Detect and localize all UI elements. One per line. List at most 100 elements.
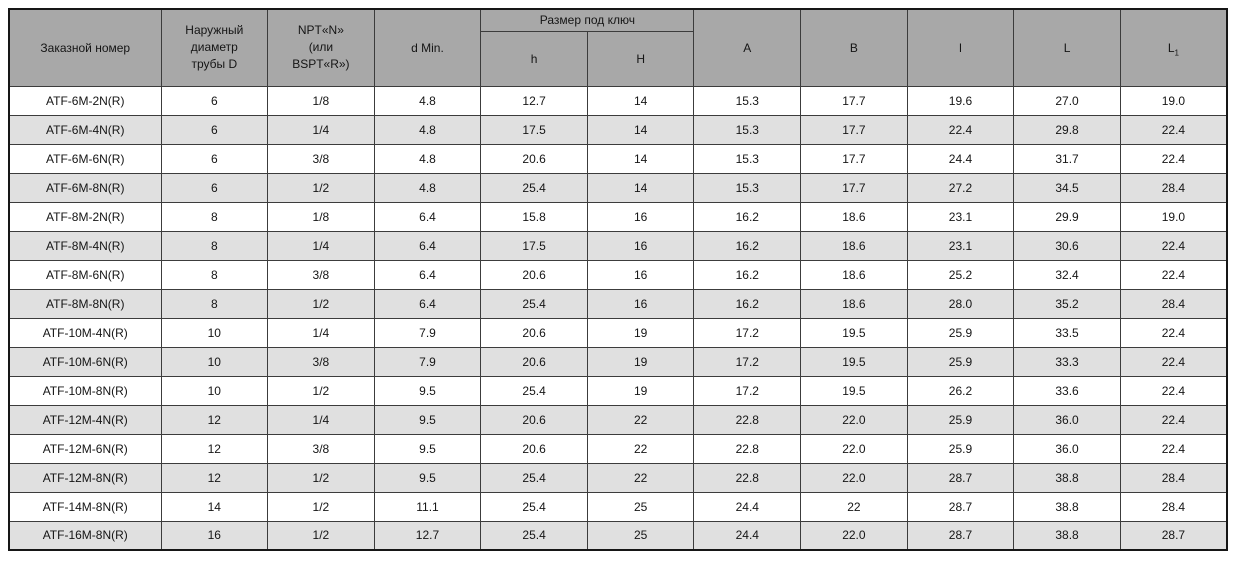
- dimension-cell: 1/4: [267, 230, 375, 261]
- dimension-cell: 26.2: [906, 375, 1015, 406]
- table-row: ATF-12M-4N(R) 12 1/4 9.5 20.6 22 22.8 22.0 25.9 3…: [8, 404, 1228, 435]
- dimension-cell: 33.5: [1013, 317, 1121, 348]
- dimension-cell: 33.6: [1013, 375, 1121, 406]
- dimension-cell: 16.2: [693, 288, 802, 319]
- dimension-cell: 12.7: [480, 85, 588, 116]
- dimension-cell: 16.2: [693, 259, 802, 290]
- dimension-cell: 8: [160, 230, 269, 261]
- header-group-row: Заказной номер Наружный диаметр трубы D …: [8, 8, 1228, 87]
- dimension-cell: 25: [586, 520, 695, 551]
- table-row: ATF-12M-6N(R) 12 3/8 9.5 20.6 22 22.8 22.0 25.9 3…: [8, 433, 1228, 464]
- dimension-cell: 14: [586, 143, 695, 174]
- dimension-cell: 6.4: [373, 201, 482, 232]
- table-row: ATF-8M-6N(R) 8 3/8 6.4 20.6 16 16.2 18.6 25.2 32.…: [8, 259, 1228, 290]
- table-row: ATF-16M-8N(R) 16 1/2 12.7 25.4 25 24.4 22.0 28.7…: [8, 520, 1228, 551]
- dimension-cell: 16: [586, 288, 695, 319]
- dimension-cell: 9.5: [373, 462, 482, 493]
- dimension-cell: 33.3: [1013, 346, 1121, 377]
- dimension-cell: 17.7: [800, 114, 908, 145]
- dimension-cell: 1/4: [267, 404, 375, 435]
- dimension-cell: 1/8: [267, 201, 375, 232]
- table-row: ATF-8M-8N(R) 8 1/2 6.4 25.4 16 16.2 18.6 28.0 35.…: [8, 288, 1228, 319]
- dimension-cell: 15.3: [693, 172, 802, 203]
- dimension-cell: 1/2: [267, 462, 375, 493]
- dimension-cell: 24.4: [693, 491, 802, 522]
- header-thread-line1: NPT«N»: [297, 22, 344, 37]
- dimension-cell: 1/8: [267, 85, 375, 116]
- dimension-cell: 22.4: [1119, 433, 1228, 464]
- order-number-cell: ATF-6M-8N(R): [8, 172, 162, 203]
- table-row: ATF-6M-6N(R) 6 3/8 4.8 20.6 14 15.3 17.7 24.4 31.…: [8, 143, 1228, 174]
- dimension-cell: 6: [160, 172, 269, 203]
- dimension-cell: 25.4: [480, 462, 588, 493]
- dimension-cell: 35.2: [1013, 288, 1121, 319]
- table-row: ATF-10M-8N(R) 10 1/2 9.5 25.4 19 17.2 19.5 26.2 3…: [8, 375, 1228, 406]
- dimension-cell: 25.9: [906, 317, 1015, 348]
- table-header: Заказной номер Наружный диаметр трубы D …: [8, 8, 1228, 87]
- dimension-cell: 38.8: [1013, 462, 1121, 493]
- dimension-cell: 18.6: [800, 259, 908, 290]
- dimension-cell: 10: [160, 317, 269, 348]
- order-number-cell: ATF-12M-8N(R): [8, 462, 162, 493]
- dimension-cell: 17.5: [480, 114, 588, 145]
- dimension-cell: 36.0: [1013, 404, 1121, 435]
- dimension-cell: 4.8: [373, 114, 482, 145]
- dimension-cell: 22.8: [693, 462, 802, 493]
- dimension-cell: 30.6: [1013, 230, 1121, 261]
- dimension-cell: 19: [586, 375, 695, 406]
- dimension-cell: 19.0: [1119, 201, 1228, 232]
- dimension-cell: 6: [160, 85, 269, 116]
- header-col-l1-base: L: [1167, 40, 1175, 55]
- dimension-cell: 1/2: [267, 288, 375, 319]
- dimension-cell: 22: [586, 433, 695, 464]
- order-number-cell: ATF-6M-4N(R): [8, 114, 162, 145]
- dimension-cell: 22.4: [1119, 259, 1228, 290]
- dimension-cell: 12.7: [373, 520, 482, 551]
- header-col-l-upper: L: [1013, 8, 1121, 87]
- dimension-cell: 7.9: [373, 346, 482, 377]
- dimension-cell: 25.9: [906, 346, 1015, 377]
- dimension-cell: 22.4: [1119, 375, 1228, 406]
- dimension-cell: 17.7: [800, 85, 908, 116]
- dimension-cell: 22.0: [800, 520, 908, 551]
- dimension-cell: 17.2: [693, 317, 802, 348]
- dimension-cell: 3/8: [267, 346, 375, 377]
- dimension-cell: 25.4: [480, 520, 588, 551]
- dimension-cell: 27.0: [1013, 85, 1121, 116]
- dimension-cell: 25.4: [480, 491, 588, 522]
- dimension-cell: 25.9: [906, 433, 1015, 464]
- dimension-cell: 27.2: [906, 172, 1015, 203]
- dimension-cell: 4.8: [373, 172, 482, 203]
- header-thread-line3: BSPT«R»): [292, 57, 350, 72]
- header-thread-type: NPT«N» (или BSPT«R»): [267, 8, 375, 87]
- dimension-cell: 17.2: [693, 346, 802, 377]
- dimension-cell: 22.4: [1119, 346, 1228, 377]
- table-row: ATF-8M-2N(R) 8 1/8 6.4 15.8 16 16.2 18.6 23.1 29.…: [8, 201, 1228, 232]
- table-row: ATF-12M-8N(R) 12 1/2 9.5 25.4 22 22.8 22.0 28.7 3…: [8, 462, 1228, 493]
- header-sub-row: h H: [9, 30, 1227, 87]
- dimension-cell: 24.4: [906, 143, 1015, 174]
- dimension-cell: 15.8: [480, 201, 588, 232]
- dimension-cell: 9.5: [373, 404, 482, 435]
- dimension-cell: 22.4: [1119, 230, 1228, 261]
- dimension-cell: 22.4: [906, 114, 1015, 145]
- dimension-cell: 4.8: [373, 143, 482, 174]
- dimension-cell: 25.9: [906, 404, 1015, 435]
- dimension-cell: 29.9: [1013, 201, 1121, 232]
- dimension-cell: 15.3: [693, 85, 802, 116]
- dimension-cell: 14: [586, 85, 695, 116]
- dimension-cell: 17.2: [693, 375, 802, 406]
- dimension-cell: 22.4: [1119, 143, 1228, 174]
- dimension-cell: 16: [586, 201, 695, 232]
- table-row: ATF-14M-8N(R) 14 1/2 11.1 25.4 25 24.4 22 28.7 38…: [8, 491, 1228, 522]
- order-number-cell: ATF-10M-8N(R): [8, 375, 162, 406]
- order-number-cell: ATF-14M-8N(R): [8, 491, 162, 522]
- table-row: ATF-6M-2N(R) 6 1/8 4.8 12.7 14 15.3 17.7 19.6 27.…: [8, 85, 1228, 116]
- order-number-cell: ATF-12M-6N(R): [8, 433, 162, 464]
- header-col-h-upper: H: [586, 30, 695, 87]
- dimension-cell: 19.5: [800, 346, 908, 377]
- dimension-cell: 15.3: [693, 143, 802, 174]
- dimension-cell: 1/4: [267, 317, 375, 348]
- header-col-l-lower: l: [906, 8, 1015, 87]
- order-number-cell: ATF-8M-6N(R): [8, 259, 162, 290]
